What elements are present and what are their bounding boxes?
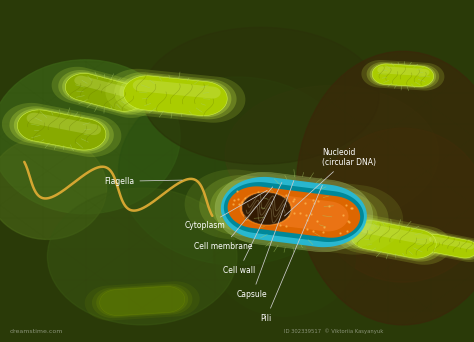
Polygon shape [421,234,474,259]
Polygon shape [359,223,431,245]
Polygon shape [27,113,101,135]
Polygon shape [52,67,157,118]
Text: Pili: Pili [261,185,322,323]
Polygon shape [124,76,227,116]
Polygon shape [228,186,360,238]
Polygon shape [414,231,474,262]
Polygon shape [366,62,439,89]
Ellipse shape [0,60,180,214]
Ellipse shape [242,193,291,224]
Text: Nucleoid
(circular DNA): Nucleoid (circular DNA) [284,148,376,216]
Text: Cytoplasm: Cytoplasm [185,190,267,230]
Text: Capsule: Capsule [237,181,294,299]
Polygon shape [419,233,474,260]
Polygon shape [2,103,121,157]
Polygon shape [239,193,348,232]
Ellipse shape [240,191,293,226]
Polygon shape [429,236,474,249]
Polygon shape [114,72,237,119]
Polygon shape [96,285,188,317]
Ellipse shape [118,77,356,265]
Polygon shape [370,63,436,88]
Polygon shape [377,66,429,76]
Polygon shape [105,69,246,123]
Polygon shape [100,286,185,316]
Ellipse shape [296,51,474,325]
Polygon shape [372,64,434,87]
Polygon shape [221,177,367,247]
Polygon shape [14,108,109,152]
Polygon shape [58,70,150,115]
Polygon shape [347,219,440,260]
Text: Flagella: Flagella [104,177,182,186]
Polygon shape [423,235,474,258]
Polygon shape [361,60,445,91]
Ellipse shape [225,86,438,222]
Text: Cell membrane: Cell membrane [194,187,273,251]
Polygon shape [224,182,364,242]
Polygon shape [9,106,114,154]
Ellipse shape [0,137,107,239]
Polygon shape [92,284,192,318]
Text: dreamstime.com: dreamstime.com [9,329,63,334]
Ellipse shape [320,128,474,282]
Polygon shape [351,221,436,258]
Polygon shape [343,217,444,262]
Polygon shape [133,79,221,98]
Polygon shape [210,179,378,245]
Ellipse shape [213,197,356,316]
Polygon shape [18,110,106,150]
Polygon shape [215,172,373,252]
Polygon shape [85,281,200,320]
Text: ID 302339517  © Viktoriia Kasyanyuk: ID 302339517 © Viktoriia Kasyanyuk [284,329,384,334]
Polygon shape [119,74,231,117]
Ellipse shape [47,188,237,325]
Polygon shape [62,72,146,113]
Text: Cell wall: Cell wall [223,183,282,275]
Polygon shape [336,214,451,265]
Ellipse shape [142,27,379,164]
Polygon shape [199,175,389,249]
Polygon shape [74,76,139,99]
Polygon shape [65,74,143,111]
Polygon shape [184,169,403,255]
